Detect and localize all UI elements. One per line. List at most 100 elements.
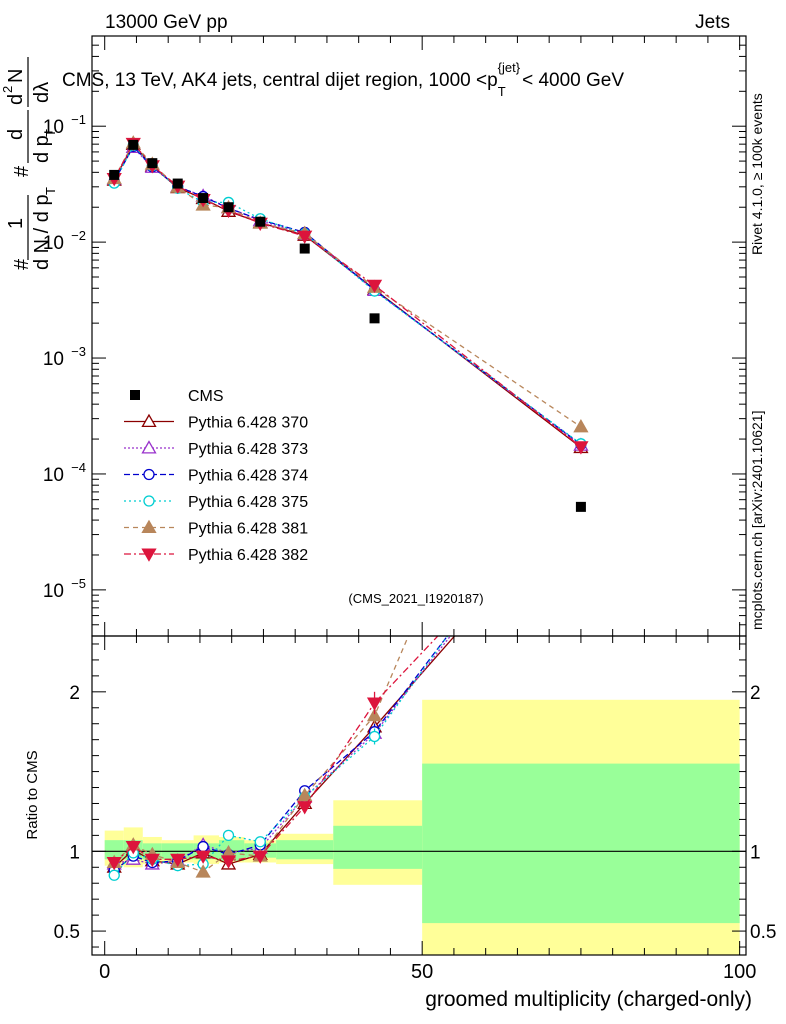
y-tick-label: 10 bbox=[43, 233, 64, 254]
ratio-line bbox=[113, 636, 449, 871]
ratio-point bbox=[366, 707, 383, 722]
main-point bbox=[297, 230, 313, 244]
analysis-tag: (CMS_2021_I1920187) bbox=[348, 591, 483, 606]
x-axis-label: groomed multiplicity (charged-only) bbox=[425, 988, 752, 1011]
cms-data-point bbox=[198, 193, 209, 204]
y-axis-main: 10 −1 10 −2 10 −3 10 −4 10 −5 bbox=[43, 44, 746, 637]
ratio-point bbox=[108, 869, 120, 881]
cms-data-point bbox=[575, 501, 586, 512]
y-tick-exponent: −4 bbox=[71, 460, 86, 475]
main-series bbox=[106, 135, 589, 512]
chart-title-main: CMS, 13 TeV, AK4 jets, central dijet reg… bbox=[62, 70, 498, 91]
main-point bbox=[573, 419, 589, 433]
ratio-point bbox=[195, 850, 211, 864]
ratio-series bbox=[106, 223, 587, 881]
ratio-line bbox=[113, 636, 449, 876]
ratio-point bbox=[574, 486, 587, 497]
cms-data-point bbox=[128, 139, 139, 150]
main-panel: 10 −1 10 −2 10 −3 10 −4 10 −5 CMS Pythia 6.428 370 P… bbox=[43, 35, 747, 637]
ratio-frame bbox=[91, 635, 747, 956]
band-inner bbox=[104, 840, 124, 860]
main-line bbox=[113, 142, 582, 448]
chart-title-end: < 4000 GeV bbox=[522, 70, 624, 91]
legend-marker bbox=[143, 468, 155, 481]
y-tick-label: 10 bbox=[43, 349, 64, 370]
y-tick-label-right: 1 bbox=[750, 842, 761, 863]
y-label-d2: d bbox=[5, 94, 27, 105]
y-tick-label: 1 bbox=[69, 842, 80, 863]
legend-label: Pythia 6.428 373 bbox=[188, 441, 308, 458]
y-tick-label-right: 2 bbox=[750, 683, 761, 704]
chart-title-sub: T bbox=[498, 84, 506, 99]
ratio-point bbox=[574, 480, 587, 491]
ratio-line bbox=[113, 636, 439, 863]
main-point bbox=[573, 441, 589, 455]
x-axis: 0 50 100 bbox=[99, 36, 756, 983]
y-tick-label: 2 bbox=[69, 683, 80, 704]
ratio-point bbox=[576, 456, 586, 466]
cms-data-point bbox=[299, 243, 310, 254]
main-frame bbox=[91, 35, 747, 637]
ratio-point bbox=[254, 836, 266, 848]
y-label-hash1: # bbox=[11, 258, 33, 270]
y-label-dpt: d p bbox=[31, 135, 53, 163]
ratio-bands bbox=[104, 699, 740, 955]
legend-marker bbox=[141, 413, 157, 428]
ratio-point bbox=[220, 855, 237, 869]
legend-cms-label: CMS bbox=[188, 388, 224, 405]
chart-title-sup: {jet} bbox=[498, 60, 521, 75]
y-tick-label: 10 bbox=[43, 117, 64, 138]
legend-label: Pythia 6.428 370 bbox=[188, 415, 308, 432]
legend-marker bbox=[141, 519, 157, 534]
side-label-rivet: Rivet 4.1.0, ≥ 100k events bbox=[749, 93, 765, 255]
legend-marker bbox=[141, 548, 157, 562]
y-label-n: N bbox=[5, 69, 27, 83]
cms-data-point bbox=[255, 216, 266, 227]
band-inner bbox=[333, 825, 423, 869]
y-label-t2: T bbox=[43, 129, 58, 137]
y-axis-ratio: 0.5 0.5 1 1 2 2 bbox=[54, 643, 776, 948]
y-label-dlambda: dλ bbox=[31, 82, 53, 103]
main-line bbox=[113, 141, 582, 428]
side-label-mcplots: mcplots.cern.ch [arXiv:2401.10621] bbox=[749, 411, 765, 630]
x-tick-label: 0 bbox=[99, 961, 110, 983]
y-tick-exponent: −3 bbox=[71, 344, 86, 359]
ratio-point bbox=[197, 840, 209, 853]
x-tick-label: 50 bbox=[411, 961, 433, 983]
ratio-point bbox=[368, 730, 381, 743]
legend-cms-marker bbox=[130, 390, 140, 400]
y-label-one: 1 bbox=[5, 218, 27, 229]
ratio-point bbox=[125, 841, 141, 855]
y-tick-label-right: 0.5 bbox=[750, 922, 776, 943]
ratio-point bbox=[195, 864, 211, 878]
y-label-dndpt: d N / d p bbox=[31, 194, 53, 270]
y-tick-exponent: −1 bbox=[71, 112, 86, 127]
legend-marker bbox=[141, 440, 157, 454]
band-inner bbox=[276, 840, 334, 860]
y-axis-label-ratio: Ratio to CMS bbox=[24, 750, 41, 839]
cms-data-point bbox=[223, 202, 234, 213]
y-tick-exponent: −2 bbox=[71, 228, 86, 243]
header-right: Jets bbox=[695, 12, 730, 33]
ratio-point bbox=[106, 856, 122, 871]
cms-data-point bbox=[369, 313, 380, 324]
y-label-d: d bbox=[5, 129, 27, 140]
main-point bbox=[366, 279, 383, 294]
chart-title: CMS, 13 TeV, AK4 jets, central dijet reg… bbox=[62, 60, 624, 99]
ratio-point bbox=[144, 853, 160, 868]
y-label-sq: 2 bbox=[0, 86, 15, 93]
ratio-point bbox=[170, 853, 186, 868]
cms-data-point bbox=[109, 169, 120, 180]
ratio-point bbox=[252, 850, 268, 864]
header-left: 13000 GeV pp bbox=[105, 12, 228, 33]
y-label-hash2: # bbox=[11, 165, 33, 177]
legend-marker bbox=[143, 495, 155, 507]
ratio-point bbox=[366, 697, 383, 711]
y-tick-label: 0.5 bbox=[54, 922, 80, 943]
y-tick-exponent: −5 bbox=[71, 576, 86, 591]
legend-label: Pythia 6.428 374 bbox=[188, 468, 308, 485]
cms-data-point bbox=[147, 158, 158, 169]
ratio-point bbox=[297, 787, 313, 802]
ratio-point bbox=[574, 223, 587, 234]
